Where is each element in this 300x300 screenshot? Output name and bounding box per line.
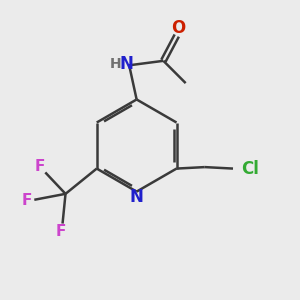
Text: F: F	[35, 159, 45, 174]
Text: Cl: Cl	[241, 160, 259, 178]
Text: N: N	[119, 55, 133, 73]
Text: O: O	[171, 19, 185, 37]
Text: F: F	[56, 224, 66, 239]
Text: F: F	[22, 193, 32, 208]
Text: N: N	[130, 188, 144, 206]
Text: H: H	[110, 57, 122, 71]
